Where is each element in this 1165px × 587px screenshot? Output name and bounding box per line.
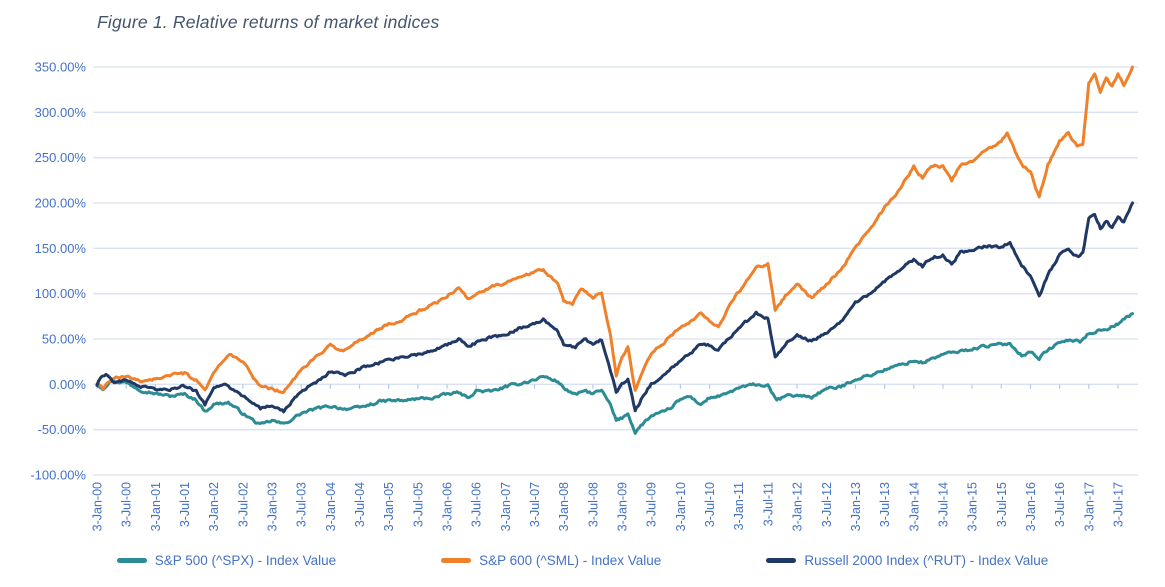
x-axis-label: 3-Jan-11 bbox=[732, 482, 746, 530]
legend-label-sml: S&P 600 (^SML) - Index Value bbox=[479, 553, 662, 568]
x-axis-label: 3-Jul-07 bbox=[528, 482, 542, 527]
x-axis-label: 3-Jan-07 bbox=[499, 482, 513, 531]
y-axis-label: 100.00% bbox=[35, 286, 87, 301]
y-axis-label: 200.00% bbox=[35, 196, 87, 211]
x-axis-label: 3-Jul-04 bbox=[353, 482, 367, 527]
x-axis-label: 3-Jul-01 bbox=[178, 482, 192, 527]
x-axis-label: 3-Jan-00 bbox=[91, 482, 105, 531]
x-axis-label: 3-Jan-16 bbox=[1024, 482, 1038, 531]
x-axis-label: 3-Jul-17 bbox=[1111, 482, 1125, 527]
series-line-sml bbox=[95, 65, 1134, 395]
x-axis-label: 3-Jul-15 bbox=[995, 482, 1009, 527]
y-axis-label: 250.00% bbox=[35, 150, 87, 165]
y-axis-label: -50.00% bbox=[38, 422, 87, 437]
chart-title: Figure 1. Relative returns of market ind… bbox=[97, 12, 440, 32]
y-axis-label: -100.00% bbox=[30, 468, 86, 483]
x-axis-label: 3-Jan-01 bbox=[149, 482, 163, 531]
x-axis-label: 3-Jul-13 bbox=[878, 482, 892, 527]
x-axis-label: 3-Jan-08 bbox=[557, 482, 571, 531]
x-axis-label: 3-Jan-10 bbox=[674, 482, 688, 531]
x-axis-label: 3-Jan-03 bbox=[266, 482, 280, 531]
x-axis-label: 3-Jul-03 bbox=[295, 482, 309, 527]
x-axis-label: 3-Jul-06 bbox=[470, 482, 484, 527]
series-line-rut bbox=[95, 201, 1134, 414]
x-axis-label: 3-Jan-06 bbox=[441, 482, 455, 531]
x-axis-label: 3-Jul-11 bbox=[761, 482, 775, 526]
x-axis-label: 3-Jul-09 bbox=[645, 482, 659, 527]
x-axis-label: 3-Jul-05 bbox=[411, 482, 425, 527]
x-axis-label: 3-Jan-04 bbox=[324, 482, 338, 531]
y-axis-label: 50.00% bbox=[42, 332, 87, 347]
x-axis-label: 3-Jul-14 bbox=[936, 482, 950, 527]
chart-legend: S&P 500 (^SPX) - Index Value S&P 600 (^S… bbox=[0, 553, 1165, 568]
legend-label-spx: S&P 500 (^SPX) - Index Value bbox=[154, 553, 337, 568]
y-axis-label: 350.00% bbox=[35, 60, 87, 75]
spx-line-swatch bbox=[116, 558, 147, 563]
legend-label-rut: Russell 2000 Index (^RUT) - Index Value bbox=[804, 553, 1049, 568]
series-line-spx bbox=[95, 312, 1134, 435]
x-axis-label: 3-Jul-08 bbox=[586, 482, 600, 527]
legend-item-sml: S&P 600 (^SML) - Index Value bbox=[441, 553, 661, 568]
x-axis-label: 3-Jan-14 bbox=[907, 482, 921, 531]
y-axis-label: 300.00% bbox=[35, 105, 87, 120]
x-axis-label: 3-Jan-17 bbox=[1082, 482, 1096, 531]
x-axis-label: 3-Jul-10 bbox=[703, 482, 717, 527]
x-axis-label: 3-Jul-16 bbox=[1053, 482, 1067, 527]
x-axis-label: 3-Jan-09 bbox=[616, 482, 630, 531]
x-axis-label: 3-Jul-00 bbox=[120, 482, 134, 527]
x-axis-label: 3-Jul-02 bbox=[236, 482, 250, 527]
x-axis-label: 3-Jan-13 bbox=[849, 482, 863, 531]
sml-line-swatch bbox=[441, 558, 472, 563]
x-axis-label: 3-Jul-12 bbox=[820, 482, 834, 527]
legend-item-spx: S&P 500 (^SPX) - Index Value bbox=[116, 553, 337, 568]
y-axis-label: 0.00% bbox=[49, 377, 86, 392]
x-axis-label: 3-Jan-02 bbox=[207, 482, 221, 531]
x-axis-label: 3-Jan-15 bbox=[966, 482, 980, 531]
rut-line-swatch bbox=[766, 558, 797, 563]
x-axis-label: 3-Jan-05 bbox=[382, 482, 396, 531]
y-axis-label: 150.00% bbox=[35, 241, 87, 256]
legend-item-rut: Russell 2000 Index (^RUT) - Index Value bbox=[766, 553, 1048, 568]
x-axis-label: 3-Jan-12 bbox=[791, 482, 805, 531]
